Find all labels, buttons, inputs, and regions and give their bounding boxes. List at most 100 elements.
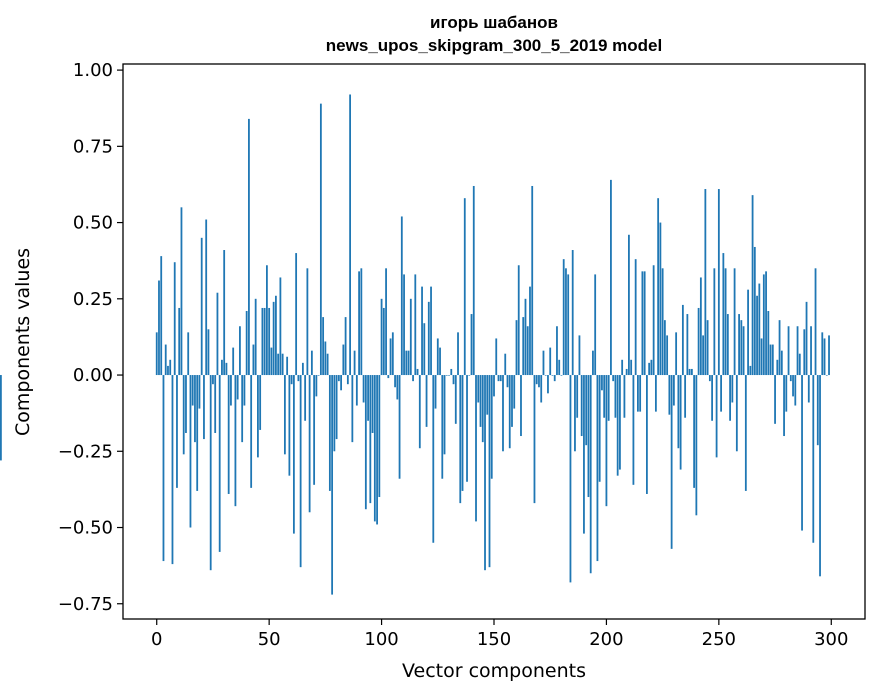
bar — [481, 375, 484, 443]
bar — [470, 314, 473, 376]
bar — [679, 375, 682, 470]
bar — [198, 375, 201, 409]
bar — [495, 338, 498, 376]
bar — [684, 375, 687, 418]
x-axis-label: Vector components — [402, 660, 586, 682]
y-tick-label: 0.75 — [73, 136, 113, 157]
bar — [513, 375, 516, 409]
bar — [533, 375, 536, 504]
bar — [571, 250, 574, 376]
bar — [259, 375, 262, 430]
bar — [414, 274, 417, 376]
bar — [681, 304, 684, 376]
bar — [351, 375, 354, 443]
bar — [385, 268, 387, 376]
y-tick-label: 0.50 — [73, 213, 113, 234]
bar — [765, 271, 767, 376]
bar — [594, 274, 597, 376]
bar — [479, 375, 482, 427]
bar — [816, 375, 819, 446]
bar — [418, 375, 421, 449]
bar — [234, 375, 237, 507]
bar — [187, 332, 190, 376]
bar — [268, 307, 271, 376]
bar — [587, 375, 590, 498]
bar — [236, 375, 239, 400]
bar — [275, 295, 277, 376]
bar — [461, 375, 464, 491]
bar — [189, 375, 192, 528]
bar — [443, 375, 446, 455]
bar — [672, 375, 675, 406]
bar — [452, 375, 455, 385]
bar — [801, 375, 803, 531]
bar — [659, 222, 662, 376]
bar — [632, 375, 635, 485]
bar — [729, 375, 731, 421]
bar — [355, 375, 358, 406]
bar — [565, 268, 567, 376]
bar — [290, 375, 293, 385]
bar — [281, 353, 284, 376]
bar — [742, 326, 745, 376]
bar — [758, 283, 761, 376]
bar — [529, 286, 531, 376]
x-tick-label: 150 — [477, 629, 511, 650]
bar — [434, 375, 437, 409]
bar — [666, 335, 669, 376]
bar — [760, 338, 763, 376]
bar — [812, 375, 815, 543]
bar — [490, 375, 493, 479]
bar — [387, 375, 390, 379]
bar — [650, 359, 653, 376]
bar — [396, 375, 399, 400]
bar — [209, 375, 212, 571]
bar — [394, 375, 396, 388]
bar — [430, 286, 432, 376]
bar — [484, 375, 486, 571]
bar — [576, 375, 579, 418]
bar — [706, 320, 709, 376]
bar — [744, 375, 747, 491]
bar — [373, 375, 376, 522]
bar — [805, 301, 808, 376]
bar — [158, 280, 160, 376]
bar — [342, 344, 345, 376]
bar — [292, 375, 295, 534]
bar — [654, 375, 657, 412]
bar — [592, 350, 594, 376]
bar — [823, 338, 826, 376]
bar — [686, 314, 689, 376]
bar — [549, 347, 552, 376]
bar — [423, 323, 426, 376]
bar — [780, 350, 783, 376]
bar — [254, 298, 257, 376]
bar — [708, 375, 711, 382]
bar — [416, 368, 419, 376]
bar — [762, 274, 765, 376]
bar — [751, 195, 754, 376]
bar — [398, 375, 401, 479]
bar — [230, 375, 232, 406]
bar — [520, 375, 522, 437]
bar — [331, 375, 334, 595]
bar — [364, 375, 367, 510]
bar — [441, 375, 444, 479]
bar — [783, 375, 785, 437]
bar — [243, 375, 246, 406]
bar — [180, 207, 183, 376]
bar — [814, 268, 817, 376]
bar — [722, 253, 725, 376]
bar — [731, 375, 734, 403]
bar — [301, 362, 304, 376]
bar — [711, 375, 713, 421]
bar — [403, 274, 405, 376]
chart-title-line-1: игорь шабанов — [430, 13, 558, 32]
bar — [313, 375, 316, 485]
bar — [212, 375, 214, 385]
bar — [558, 359, 561, 376]
y-tick-label: −0.75 — [58, 594, 113, 615]
bar — [794, 375, 797, 406]
bar — [798, 353, 801, 376]
bar — [218, 375, 221, 552]
